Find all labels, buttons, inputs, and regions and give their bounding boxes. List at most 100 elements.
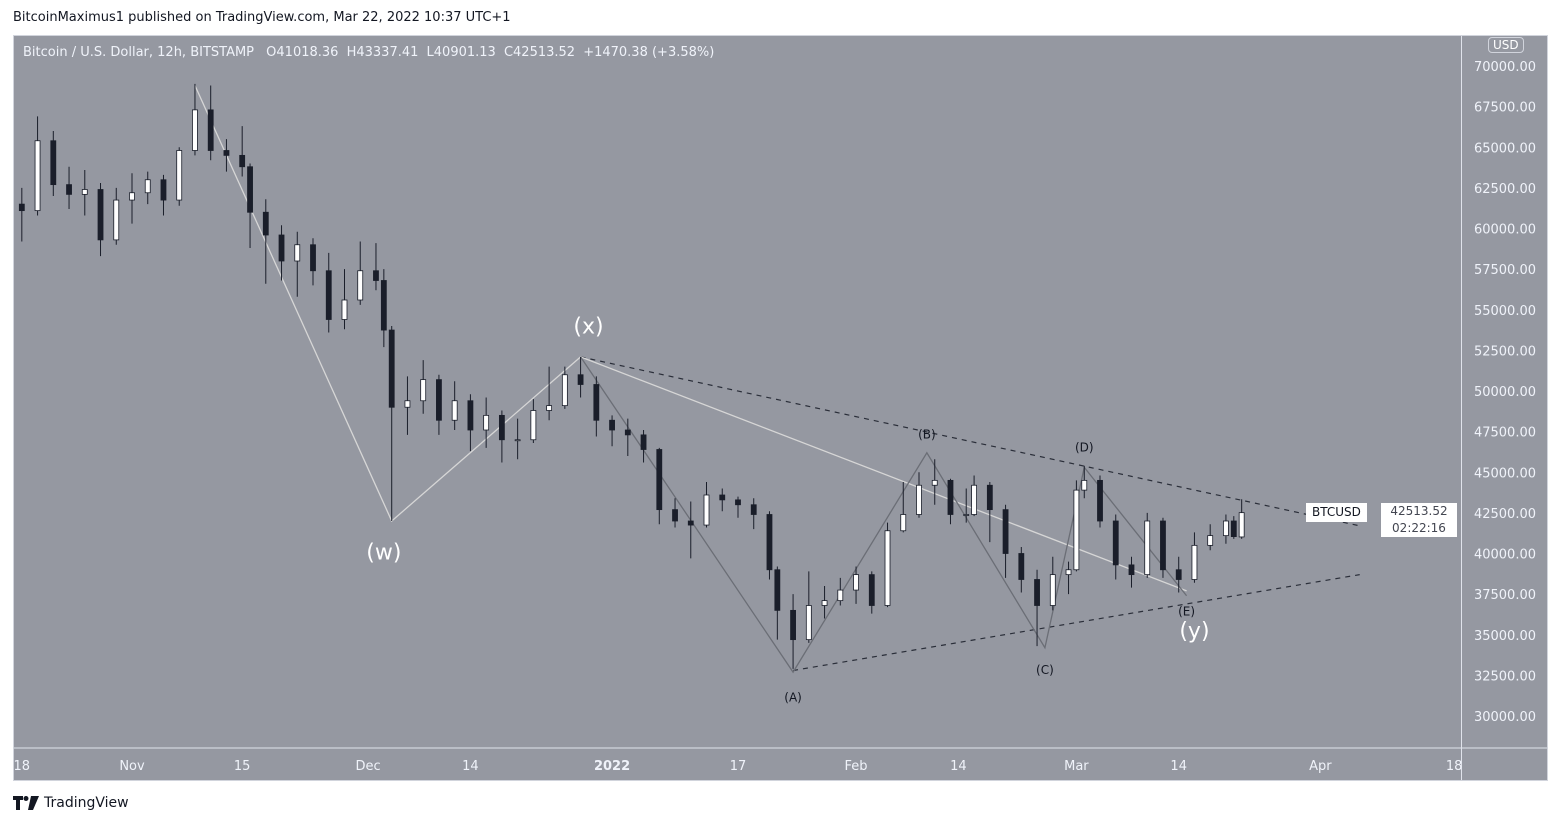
candle-body xyxy=(774,569,781,611)
candle-body xyxy=(1191,544,1198,580)
price-tick-label: 57500.00 xyxy=(1474,263,1536,278)
candle xyxy=(703,482,710,528)
candle xyxy=(514,418,521,460)
candle-body xyxy=(1034,579,1040,606)
candle xyxy=(1175,556,1182,593)
price-tick-label: 45000.00 xyxy=(1474,466,1536,481)
candle-body xyxy=(1128,564,1135,576)
candle-body xyxy=(192,109,198,151)
price-tick-label: 32500.00 xyxy=(1474,669,1536,684)
candle-body xyxy=(916,484,922,515)
trendline-dashed xyxy=(792,574,1360,672)
candle-body xyxy=(1230,520,1237,538)
time-tick-label: 14 xyxy=(950,759,967,774)
candle-body xyxy=(1238,512,1245,538)
candle xyxy=(1049,556,1056,611)
candle xyxy=(498,410,505,463)
candle-body xyxy=(483,414,490,431)
symbol-legend: Bitcoin / U.S. Dollar, 12h, BITSTAMP O41… xyxy=(23,45,722,60)
currency-button[interactable]: USD xyxy=(1488,37,1524,53)
tradingview-brand: TradingView xyxy=(44,795,129,811)
price-tick-label: 55000.00 xyxy=(1474,304,1536,319)
candle-body xyxy=(900,514,907,532)
candle-body xyxy=(986,484,993,511)
time-tick-label: Nov xyxy=(119,759,145,774)
time-tick-label: 15 xyxy=(234,759,251,774)
candle xyxy=(380,269,387,348)
candle xyxy=(81,170,88,216)
candle xyxy=(129,173,135,224)
candle xyxy=(805,571,812,643)
candle-body xyxy=(239,154,246,168)
tradingview-logo-icon xyxy=(13,796,39,810)
candle xyxy=(1002,504,1009,578)
candle xyxy=(1160,517,1166,578)
candle xyxy=(1065,561,1072,595)
candle xyxy=(294,231,301,297)
candle xyxy=(837,577,844,606)
time-tick-label: 2022 xyxy=(594,759,630,774)
candle-body xyxy=(310,244,316,272)
candle xyxy=(278,225,285,281)
candle-body xyxy=(420,379,427,402)
candle xyxy=(1097,475,1103,528)
candle xyxy=(750,498,757,530)
candle xyxy=(1018,547,1025,593)
candle xyxy=(546,366,553,421)
published-caption: BitcoinMaximus1 published on TradingView… xyxy=(13,10,511,25)
price-tick-label: 70000.00 xyxy=(1474,60,1536,75)
candle xyxy=(483,397,490,448)
candle xyxy=(947,478,954,525)
price-tick-label: 30000.00 xyxy=(1474,710,1536,725)
symbol-title[interactable]: Bitcoin / U.S. Dollar, 12h, BITSTAMP xyxy=(23,45,255,60)
time-tick-label: Mar xyxy=(1064,759,1089,774)
chart-frame[interactable] xyxy=(13,35,1548,781)
candle-body xyxy=(719,494,726,501)
price-tick-label: 60000.00 xyxy=(1474,223,1536,238)
candle-body xyxy=(50,140,57,186)
candle xyxy=(719,488,726,512)
candle xyxy=(986,482,993,543)
wave-label: (x) xyxy=(573,315,603,340)
close-value: C42513.52 xyxy=(503,45,576,60)
candle-body xyxy=(1002,509,1009,554)
candle xyxy=(144,171,151,205)
candle xyxy=(884,522,891,608)
candle-body xyxy=(561,374,568,407)
candle-body xyxy=(66,184,72,195)
candle-body xyxy=(805,605,812,641)
candle-body xyxy=(341,299,348,320)
last-price-value: 42513.52 xyxy=(1390,504,1448,518)
candle xyxy=(373,243,379,291)
wave-label: (B) xyxy=(918,427,936,441)
candle xyxy=(971,475,977,517)
candle xyxy=(577,356,584,398)
candle xyxy=(467,394,474,452)
tradingview-logo[interactable]: TradingView xyxy=(13,795,129,811)
time-tick-label: 17 xyxy=(730,759,747,774)
price-tick-label: 42500.00 xyxy=(1474,507,1536,522)
candle-body xyxy=(735,499,741,506)
price-tick-label: 65000.00 xyxy=(1474,141,1536,156)
candle-body xyxy=(868,574,875,606)
candle xyxy=(900,482,907,533)
candle xyxy=(239,126,246,177)
candle xyxy=(176,147,183,206)
candle-body xyxy=(1097,479,1103,522)
price-tick-label: 37500.00 xyxy=(1474,588,1536,603)
candle-body xyxy=(18,203,25,212)
candle xyxy=(821,586,828,619)
time-tick-label: Dec xyxy=(356,759,381,774)
candle-body xyxy=(129,192,135,201)
candle-body xyxy=(593,384,600,421)
candle-body xyxy=(247,166,253,213)
candle-body xyxy=(853,574,859,591)
candle-body xyxy=(357,270,364,301)
candle-body xyxy=(325,270,332,320)
candle xyxy=(1073,480,1080,572)
candle xyxy=(931,459,938,505)
candle-body xyxy=(703,494,710,526)
candle-body xyxy=(963,514,970,516)
candle-body xyxy=(750,504,757,515)
